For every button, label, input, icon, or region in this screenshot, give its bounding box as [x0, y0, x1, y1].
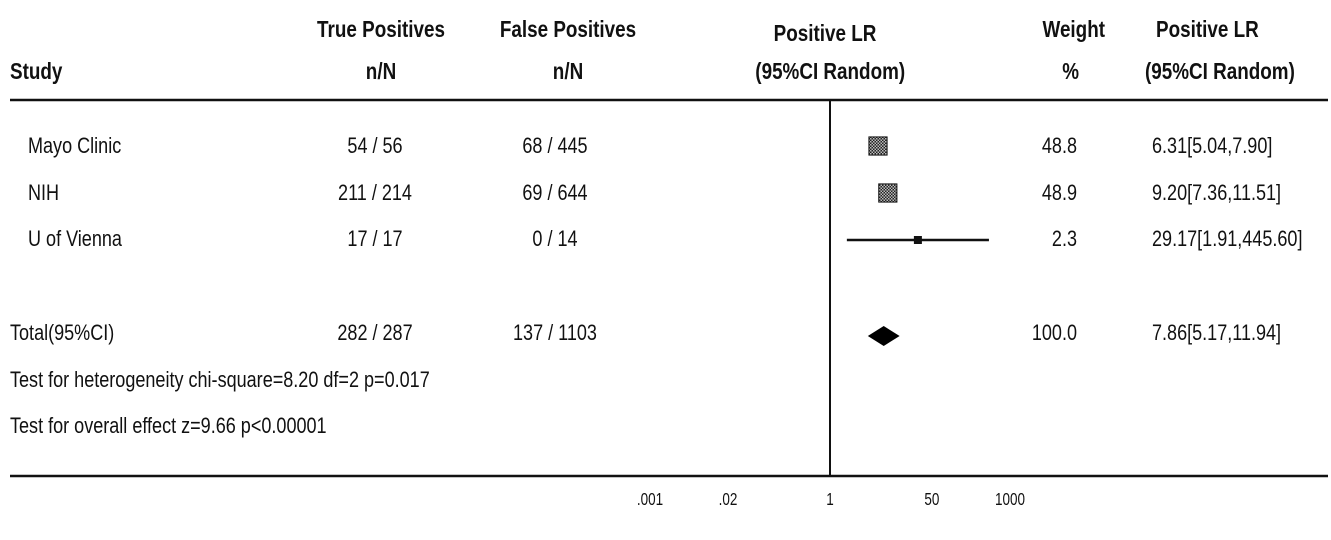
header-false-positives: False Positives: [499, 16, 637, 42]
pooled-diamond: [867, 326, 900, 346]
total-study: Total(95%CI): [10, 320, 115, 345]
header-positive-lr-2: Positive LR: [1156, 16, 1259, 42]
overall-effect-test: Test for overall effect z=9.66 p<0.00001: [10, 413, 327, 438]
heterogeneity-test: Test for heterogeneity chi-square=8.20 d…: [10, 367, 430, 392]
x-tick-label: .02: [719, 490, 738, 509]
header-positive-lr-ci: (95%CI Random): [755, 58, 906, 84]
row-false-positives: 0 / 14: [532, 226, 578, 251]
header-true-positives: True Positives: [317, 16, 445, 42]
total-weight: 100.0: [1031, 320, 1077, 345]
header-positive-lr: Positive LR: [773, 20, 877, 46]
x-tick-label: .001: [637, 490, 663, 509]
x-tick-label: 50: [924, 490, 939, 509]
row-false-positives: 68 / 445: [522, 133, 588, 158]
row-lr-text: 9.20[7.36,11.51]: [1152, 180, 1282, 205]
header-positive-lr-2-ci: (95%CI Random): [1145, 58, 1295, 84]
row-true-positives: 211 / 214: [338, 180, 412, 205]
header-weight: Weight: [1042, 16, 1105, 42]
row-true-positives: 17 / 17: [347, 226, 403, 251]
row-study: U of Vienna: [28, 226, 122, 251]
header-true-positives-unit: n/N: [365, 58, 397, 84]
total-false-positives: 137 / 1103: [513, 320, 597, 345]
header-study: Study: [10, 58, 63, 84]
row-weight: 48.8: [1041, 133, 1077, 158]
total-true-positives: 282 / 287: [337, 320, 413, 345]
point-estimate-box: [868, 136, 888, 156]
row-weight: 48.9: [1041, 180, 1077, 205]
row-true-positives: 54 / 56: [347, 133, 403, 158]
row-study: NIH: [28, 180, 60, 205]
row-false-positives: 69 / 644: [522, 180, 588, 205]
point-estimate-box: [878, 183, 898, 203]
total-lr-text: 7.86[5.17,11.94]: [1152, 320, 1282, 345]
row-lr-text: 29.17[1.91,445.60]: [1152, 226, 1303, 251]
header-weight-unit: %: [1062, 58, 1079, 84]
row-weight: 2.3: [1051, 226, 1077, 251]
row-lr-text: 6.31[5.04,7.90]: [1152, 133, 1273, 158]
point-estimate-box: [913, 236, 922, 244]
row-study: Mayo Clinic: [28, 133, 122, 158]
x-tick-label: 1: [826, 490, 834, 509]
header-false-positives-unit: n/N: [552, 58, 584, 84]
x-tick-label: 1000: [995, 490, 1025, 509]
